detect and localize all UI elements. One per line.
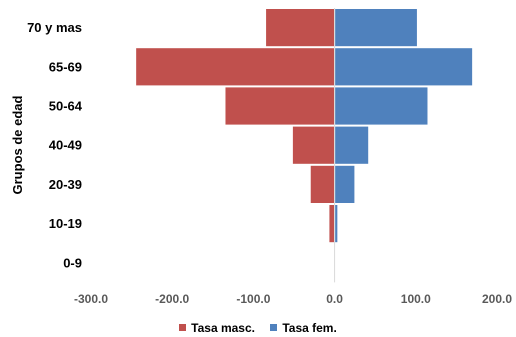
legend-item-fem: Tasa fem. xyxy=(270,320,337,335)
bar-masc-50-64 xyxy=(224,86,336,126)
bar-fem-40-49 xyxy=(334,125,370,165)
x-tick-label: -100.0 xyxy=(236,292,270,306)
bar-fem-20-39 xyxy=(334,164,356,205)
x-tick-label: 0.0 xyxy=(326,292,343,306)
category-label: 70 y mas xyxy=(27,20,82,35)
bar-masc-70-y-mas xyxy=(265,8,336,48)
bar-fem-65-69 xyxy=(334,47,474,87)
bars-group xyxy=(135,8,474,283)
bar-fem-50-64 xyxy=(334,86,429,126)
legend-label-masc: Tasa masc. xyxy=(191,320,255,335)
legend-label-fem: Tasa fem. xyxy=(282,320,337,335)
category-label: 0-9 xyxy=(63,255,82,270)
category-label: 40-49 xyxy=(49,138,82,153)
legend-item-masc: Tasa masc. xyxy=(179,321,255,335)
bar-masc-20-39 xyxy=(309,164,336,205)
bar-masc-65-69 xyxy=(135,47,336,87)
y-axis-title: Grupos de edad xyxy=(10,95,25,194)
category-label: 65-69 xyxy=(49,59,82,74)
x-tick-labels: -300.0 -200.0 -100.0 0.0 100.0 200.0 xyxy=(74,292,512,306)
x-tick-label: 200.0 xyxy=(482,292,512,306)
bar-masc-40-49 xyxy=(291,125,336,165)
category-labels: 0-9 10-19 20-39 40-49 50-64 65-69 70 y mas xyxy=(27,20,83,270)
x-tick-label: -200.0 xyxy=(155,292,189,306)
category-label: 20-39 xyxy=(49,177,82,192)
category-label: 50-64 xyxy=(49,99,83,114)
legend: Tasa masc. Tasa fem. xyxy=(0,320,516,335)
category-label: 10-19 xyxy=(49,216,82,231)
bar-fem-70-y-mas xyxy=(334,8,418,48)
x-tick-label: -300.0 xyxy=(74,292,108,306)
legend-swatch-masc xyxy=(179,324,187,331)
bar-masc-10-19 xyxy=(328,204,336,244)
x-tick-label: 100.0 xyxy=(401,292,431,306)
legend-swatch-fem xyxy=(270,324,278,331)
